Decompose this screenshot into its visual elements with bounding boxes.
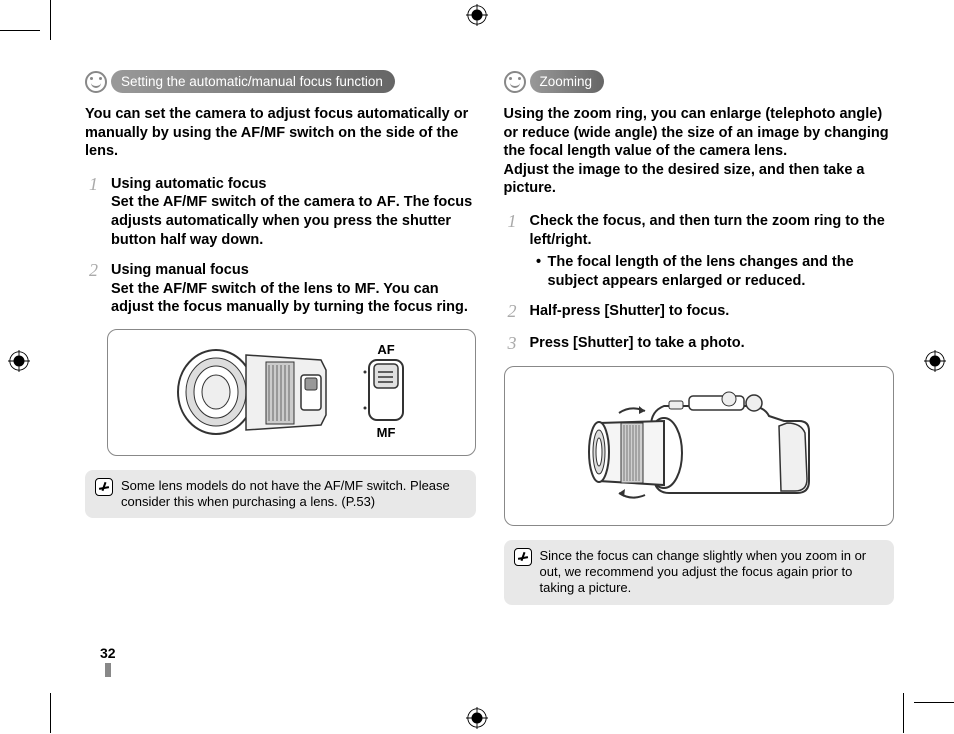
step-number: 1: [89, 175, 111, 249]
step-number: 2: [508, 302, 530, 322]
step-1: 1 Using automatic focus Set the AF/MF sw…: [85, 175, 476, 249]
step-number: 3: [508, 334, 530, 354]
smiley-icon: [504, 71, 526, 93]
camera-figure: [504, 366, 895, 526]
af-label: AF: [378, 342, 395, 357]
note-icon: [95, 478, 113, 496]
registration-mark-icon: [924, 350, 946, 372]
section-title: Zooming: [530, 70, 605, 93]
registration-mark-icon: [466, 707, 488, 729]
crop-mark: [914, 702, 954, 703]
sub-bullet: • The focal length of the lens changes a…: [530, 253, 895, 290]
step-number: 1: [508, 212, 530, 290]
step-body: Check the focus, and then turn the zoom …: [530, 212, 895, 290]
mf-label: MF: [377, 425, 396, 440]
registration-mark-icon: [8, 350, 30, 372]
right-column: Zooming Using the zoom ring, you can enl…: [504, 70, 895, 693]
note-text: Since the focus can change slightly when…: [540, 548, 885, 597]
registration-mark-icon: [466, 4, 488, 26]
step-body: Using manual focus Set the AF/MF switch …: [111, 261, 476, 317]
section-header-focus: Setting the automatic/manual focus funct…: [85, 70, 476, 93]
step-body: Half-press [Shutter] to focus.: [530, 302, 895, 322]
intro-text: You can set the camera to adjust focus a…: [85, 105, 476, 161]
step-2: 2 Using manual focus Set the AF/MF switc…: [85, 261, 476, 317]
step-body: Using automatic focus Set the AF/MF swit…: [111, 175, 476, 249]
note-box: Since the focus can change slightly when…: [504, 540, 895, 605]
page-content: Setting the automatic/manual focus funct…: [85, 70, 894, 693]
smiley-icon: [85, 71, 107, 93]
crop-mark: [0, 30, 40, 31]
lens-figure: AF MF: [107, 329, 476, 456]
left-column: Setting the automatic/manual focus funct…: [85, 70, 476, 693]
section-header-zoom: Zooming: [504, 70, 895, 93]
step-2: 2 Half-press [Shutter] to focus.: [504, 302, 895, 322]
af-mf-switch-illustration: AF MF: [361, 342, 411, 442]
note-box: Some lens models do not have the AF/MF s…: [85, 470, 476, 519]
page-number: 32: [100, 645, 116, 677]
crop-mark: [903, 693, 904, 733]
lens-illustration: [171, 340, 341, 445]
page-tick: [105, 663, 111, 677]
step-number: 2: [89, 261, 111, 317]
note-icon: [514, 548, 532, 566]
crop-mark: [50, 0, 51, 40]
step-body: Press [Shutter] to take a photo.: [530, 334, 895, 354]
bullet-dot: •: [530, 253, 548, 290]
crop-mark: [50, 693, 51, 733]
intro-text: Using the zoom ring, you can enlarge (te…: [504, 105, 895, 198]
note-text: Some lens models do not have the AF/MF s…: [121, 478, 466, 511]
camera-illustration: [569, 381, 829, 511]
section-title: Setting the automatic/manual focus funct…: [111, 70, 395, 93]
step-1: 1 Check the focus, and then turn the zoo…: [504, 212, 895, 290]
step-3: 3 Press [Shutter] to take a photo.: [504, 334, 895, 354]
